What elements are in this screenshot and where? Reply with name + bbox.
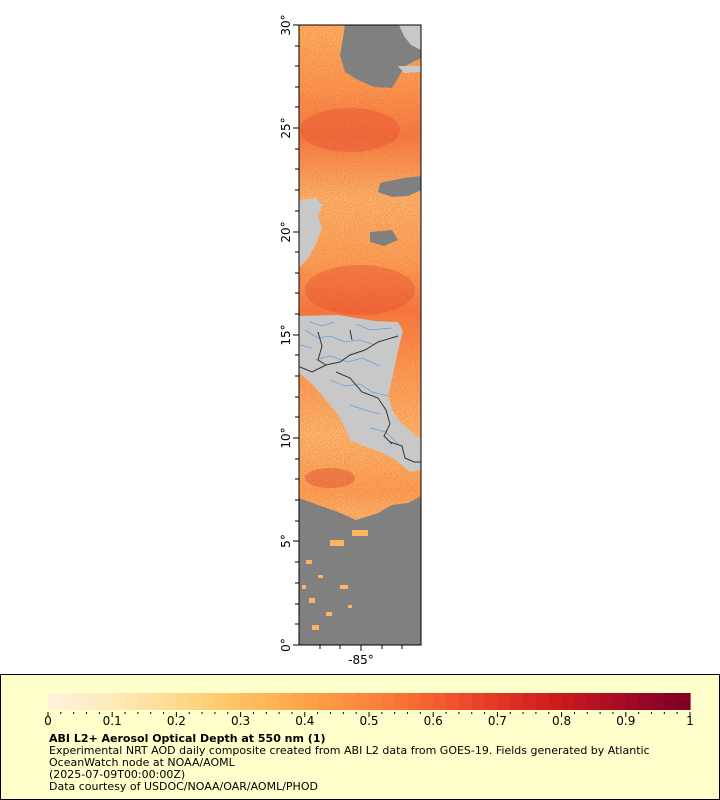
colorbar-swatch <box>510 693 524 710</box>
colorbar-swatch <box>150 693 165 710</box>
lat-label: 30° <box>279 14 293 35</box>
high-aod-patch <box>305 265 415 315</box>
colorbar-swatch <box>279 693 293 710</box>
colorbar-swatch <box>214 693 229 710</box>
colorbar-swatch <box>240 693 255 710</box>
colorbar-swatch <box>266 693 280 710</box>
colorbar-tick-label: 0 <box>44 714 52 728</box>
colorbar-swatch <box>48 693 62 710</box>
lat-label: 10° <box>279 427 293 448</box>
map-area: 0° 5° 10° 15° 20° 25° 30° -85° <box>279 14 422 667</box>
lon-ticks <box>319 645 403 651</box>
land-yucatan <box>299 198 322 268</box>
colorbar-swatch <box>73 693 88 710</box>
lat-label: 5° <box>279 534 293 548</box>
high-aod-patch <box>300 108 400 152</box>
lat-label: 15° <box>279 324 293 345</box>
lat-ticks <box>293 24 299 646</box>
colorbar-swatch <box>253 693 267 710</box>
colorbar-swatch <box>86 693 100 710</box>
map-image <box>299 25 421 645</box>
colorbar-swatch <box>343 693 357 710</box>
colorbar-swatch <box>394 693 409 710</box>
colorbar-swatch <box>356 693 370 710</box>
colorbar-tick-label: 0.8 <box>552 714 571 728</box>
colorbar-swatch <box>587 693 601 710</box>
legend-credit: Data courtesy of USDOC/NOAA/OAR/AOML/PHO… <box>49 780 318 793</box>
colorbar-swatch <box>99 693 113 710</box>
colorbar-tick-label: 0.9 <box>616 714 635 728</box>
colorbar-swatch <box>664 693 678 710</box>
colorbar-swatch <box>638 693 653 710</box>
legend-date: (2025-07-09T00:00:00Z) <box>49 768 186 781</box>
colorbar-swatch <box>60 693 75 710</box>
colorbar-tick-label: 0.3 <box>231 714 250 728</box>
colorbar-swatch <box>497 693 511 710</box>
legend-subtitle: Experimental NRT AOD daily composite cre… <box>49 744 650 769</box>
country-borders <box>299 329 421 463</box>
colorbar-swatches <box>48 693 691 710</box>
colorbar-swatch <box>523 693 537 710</box>
colorbar-swatch <box>433 693 447 710</box>
colorbar-swatch <box>227 693 242 710</box>
colorbar-swatch <box>625 693 640 710</box>
colorbar-swatch <box>330 693 344 710</box>
southern-aod-specks <box>302 530 368 630</box>
colorbar-swatch <box>446 693 460 710</box>
map-svg: 0° 5° 10° 15° 20° 25° 30° -85° <box>279 14 422 667</box>
colorbar-swatch <box>535 693 550 710</box>
colorbar-swatch <box>125 693 139 710</box>
colorbar-tick-label: 0.5 <box>359 714 378 728</box>
colorbar-swatch <box>317 693 332 710</box>
colorbar-swatch <box>651 693 665 710</box>
colorbar-swatch <box>137 693 152 710</box>
lat-labels: 0° 5° 10° 15° 20° 25° 30° <box>279 14 293 651</box>
colorbar: 0 0.1 0.2 0.3 0.4 0.5 0.6 0.7 0.8 0.9 1 <box>44 693 694 728</box>
colorbar-tick-label: 1 <box>686 714 694 728</box>
no-data-region-small <box>370 230 398 246</box>
colorbar-ticks <box>47 712 691 717</box>
colorbar-swatch <box>407 693 421 710</box>
legend-panel: 0 0.1 0.2 0.3 0.4 0.5 0.6 0.7 0.8 0.9 1 ABI L2+ Ae… <box>0 674 720 800</box>
colorbar-tick-label: 0.4 <box>295 714 314 728</box>
colorbar-swatch <box>202 693 216 710</box>
colorbar-tick-label: 0.6 <box>424 714 443 728</box>
colorbar-swatch <box>600 693 614 710</box>
no-data-region-mid <box>378 176 421 197</box>
colorbar-swatch <box>612 693 627 710</box>
land-mainland-central-america <box>299 315 421 472</box>
colorbar-swatch <box>420 693 434 710</box>
lat-label: 20° <box>279 221 293 242</box>
colorbar-swatch <box>189 693 203 710</box>
colorbar-tick-label: 0.1 <box>103 714 122 728</box>
colorbar-labels: 0 0.1 0.2 0.3 0.4 0.5 0.6 0.7 0.8 0.9 1 <box>44 714 694 728</box>
lat-label: 0° <box>279 638 293 652</box>
land-cuba-island <box>398 66 421 73</box>
lat-label: 25° <box>279 117 293 138</box>
lon-label: -85° <box>348 653 374 667</box>
colorbar-tick-label: 0.7 <box>488 714 507 728</box>
no-data-region-north <box>340 25 421 88</box>
colorbar-swatch <box>112 693 126 710</box>
colorbar-swatch <box>561 693 576 710</box>
no-data-region-south <box>299 496 421 645</box>
colorbar-swatch <box>458 693 473 710</box>
colorbar-swatch <box>381 693 396 710</box>
colorbar-swatch <box>548 693 563 710</box>
colorbar-swatch <box>369 693 383 710</box>
colorbar-swatch <box>304 693 319 710</box>
legend-title: ABI L2+ Aerosol Optical Depth at 550 nm … <box>49 732 326 745</box>
colorbar-swatch <box>484 693 498 710</box>
colorbar-swatch <box>471 693 486 710</box>
land-florida-cuba <box>399 25 421 50</box>
colorbar-tick-label: 0.2 <box>167 714 186 728</box>
colorbar-swatch <box>677 693 691 710</box>
colorbar-swatch <box>574 693 588 710</box>
colorbar-swatch <box>291 693 306 710</box>
colorbar-swatch <box>163 693 177 710</box>
colorbar-swatch <box>176 693 190 710</box>
high-aod-patch <box>305 468 355 488</box>
